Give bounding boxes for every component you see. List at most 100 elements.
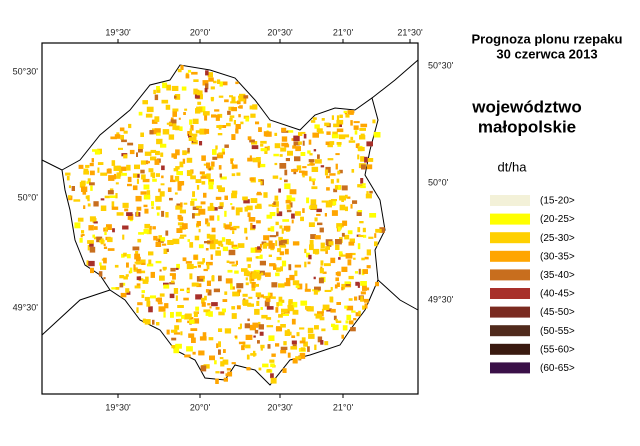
yield-pixel [113, 165, 121, 171]
yield-pixel [229, 261, 235, 264]
yield-pixel [229, 95, 233, 98]
yield-pixel [252, 271, 259, 276]
yield-pixel [359, 127, 366, 131]
lat-label: 49°30' [428, 294, 454, 304]
yield-pixel [285, 199, 292, 204]
yield-pixel [185, 261, 192, 264]
yield-pixel [220, 176, 227, 180]
yield-pixel [190, 175, 196, 180]
yield-pixel [275, 307, 279, 313]
yield-pixel [260, 181, 263, 185]
yield-pixel [337, 170, 341, 175]
yield-pixel [94, 226, 98, 230]
yield-pixel [204, 241, 211, 244]
yield-pixel [223, 377, 228, 382]
yield-pixel [246, 354, 250, 360]
yield-pixel [122, 225, 129, 230]
lon-label: 21°0' [333, 27, 354, 37]
yield-pixel [197, 261, 204, 265]
yield-pixel [156, 212, 160, 216]
yield-pixel [274, 143, 281, 149]
yield-pixel [357, 243, 361, 250]
yield-pixel [299, 353, 306, 359]
yield-pixel [150, 172, 155, 177]
yield-pixel [341, 286, 344, 291]
yield-pixel [231, 362, 236, 365]
yield-pixel [172, 111, 177, 117]
yield-pixel [169, 293, 175, 299]
yield-pixel [81, 186, 88, 192]
yield-pixel [193, 318, 200, 324]
yield-pixel [242, 196, 248, 201]
yield-pixel [337, 226, 341, 232]
yield-pixel [272, 175, 279, 179]
yield-pixel [207, 206, 215, 211]
yield-pixel [332, 324, 339, 331]
yield-pixel [177, 181, 183, 186]
yield-pixel [205, 83, 209, 90]
yield-pixel [319, 268, 324, 274]
yield-pixel [166, 84, 171, 91]
yield-pixel [366, 191, 369, 197]
yield-pixel [294, 211, 301, 216]
yield-pixel [313, 149, 317, 152]
yield-pixel [89, 243, 94, 247]
yield-pixel [289, 189, 297, 195]
yield-pixel [65, 172, 71, 176]
yield-pixel [268, 335, 275, 341]
yield-pixel [224, 99, 229, 103]
yield-pixel [182, 257, 187, 262]
yield-pixel [100, 198, 105, 201]
yield-pixel [273, 201, 276, 205]
yield-pixel [355, 281, 360, 286]
yield-pixel [341, 266, 348, 272]
yield-pixel [179, 161, 184, 168]
yield-pixel [173, 347, 180, 354]
yield-pixel [291, 213, 295, 219]
yield-pixel [344, 234, 350, 240]
yield-pixel [341, 199, 344, 202]
yield-pixel [288, 264, 292, 271]
yield-pixel [195, 130, 201, 134]
yield-pixel [219, 125, 227, 128]
yield-pixel [359, 221, 364, 224]
yield-pixel [111, 160, 116, 166]
yield-pixel [309, 239, 314, 245]
yield-pixel [247, 212, 251, 217]
yield-pixel [300, 347, 306, 352]
yield-pixel [221, 148, 225, 153]
yield-pixel [137, 238, 142, 243]
yield-pixel [360, 186, 366, 189]
yield-pixel [199, 275, 205, 279]
yield-pixel [183, 151, 190, 154]
yield-pixel [331, 134, 339, 139]
yield-pixel [246, 367, 251, 371]
yield-pixel [266, 306, 274, 310]
yield-pixel [317, 131, 324, 134]
yield-pixel [171, 153, 177, 158]
yield-pixel [156, 322, 160, 326]
yield-pixel [302, 208, 305, 213]
yield-pixel [332, 200, 337, 206]
yield-pixel [200, 176, 207, 179]
yield-pixel [236, 172, 241, 176]
legend-swatch [490, 232, 530, 244]
yield-pixel [141, 174, 146, 180]
yield-pixel [282, 219, 290, 222]
legend-label: (30-35> [540, 251, 575, 262]
yield-pixel [263, 295, 270, 299]
yield-pixel [185, 74, 190, 79]
yield-pixel [330, 257, 336, 264]
yield-pixel [241, 268, 248, 272]
yield-pixel [321, 200, 329, 203]
yield-pixel [278, 188, 281, 193]
yield-pixel [197, 265, 201, 268]
yield-pixel [260, 148, 267, 152]
yield-pixel [308, 333, 315, 339]
yield-pixel [244, 206, 248, 212]
yield-pixel [234, 270, 239, 274]
region-name: województwo [471, 97, 582, 116]
yield-pixel [217, 215, 220, 221]
yield-pixel [364, 303, 368, 309]
yield-pixel [235, 212, 240, 216]
